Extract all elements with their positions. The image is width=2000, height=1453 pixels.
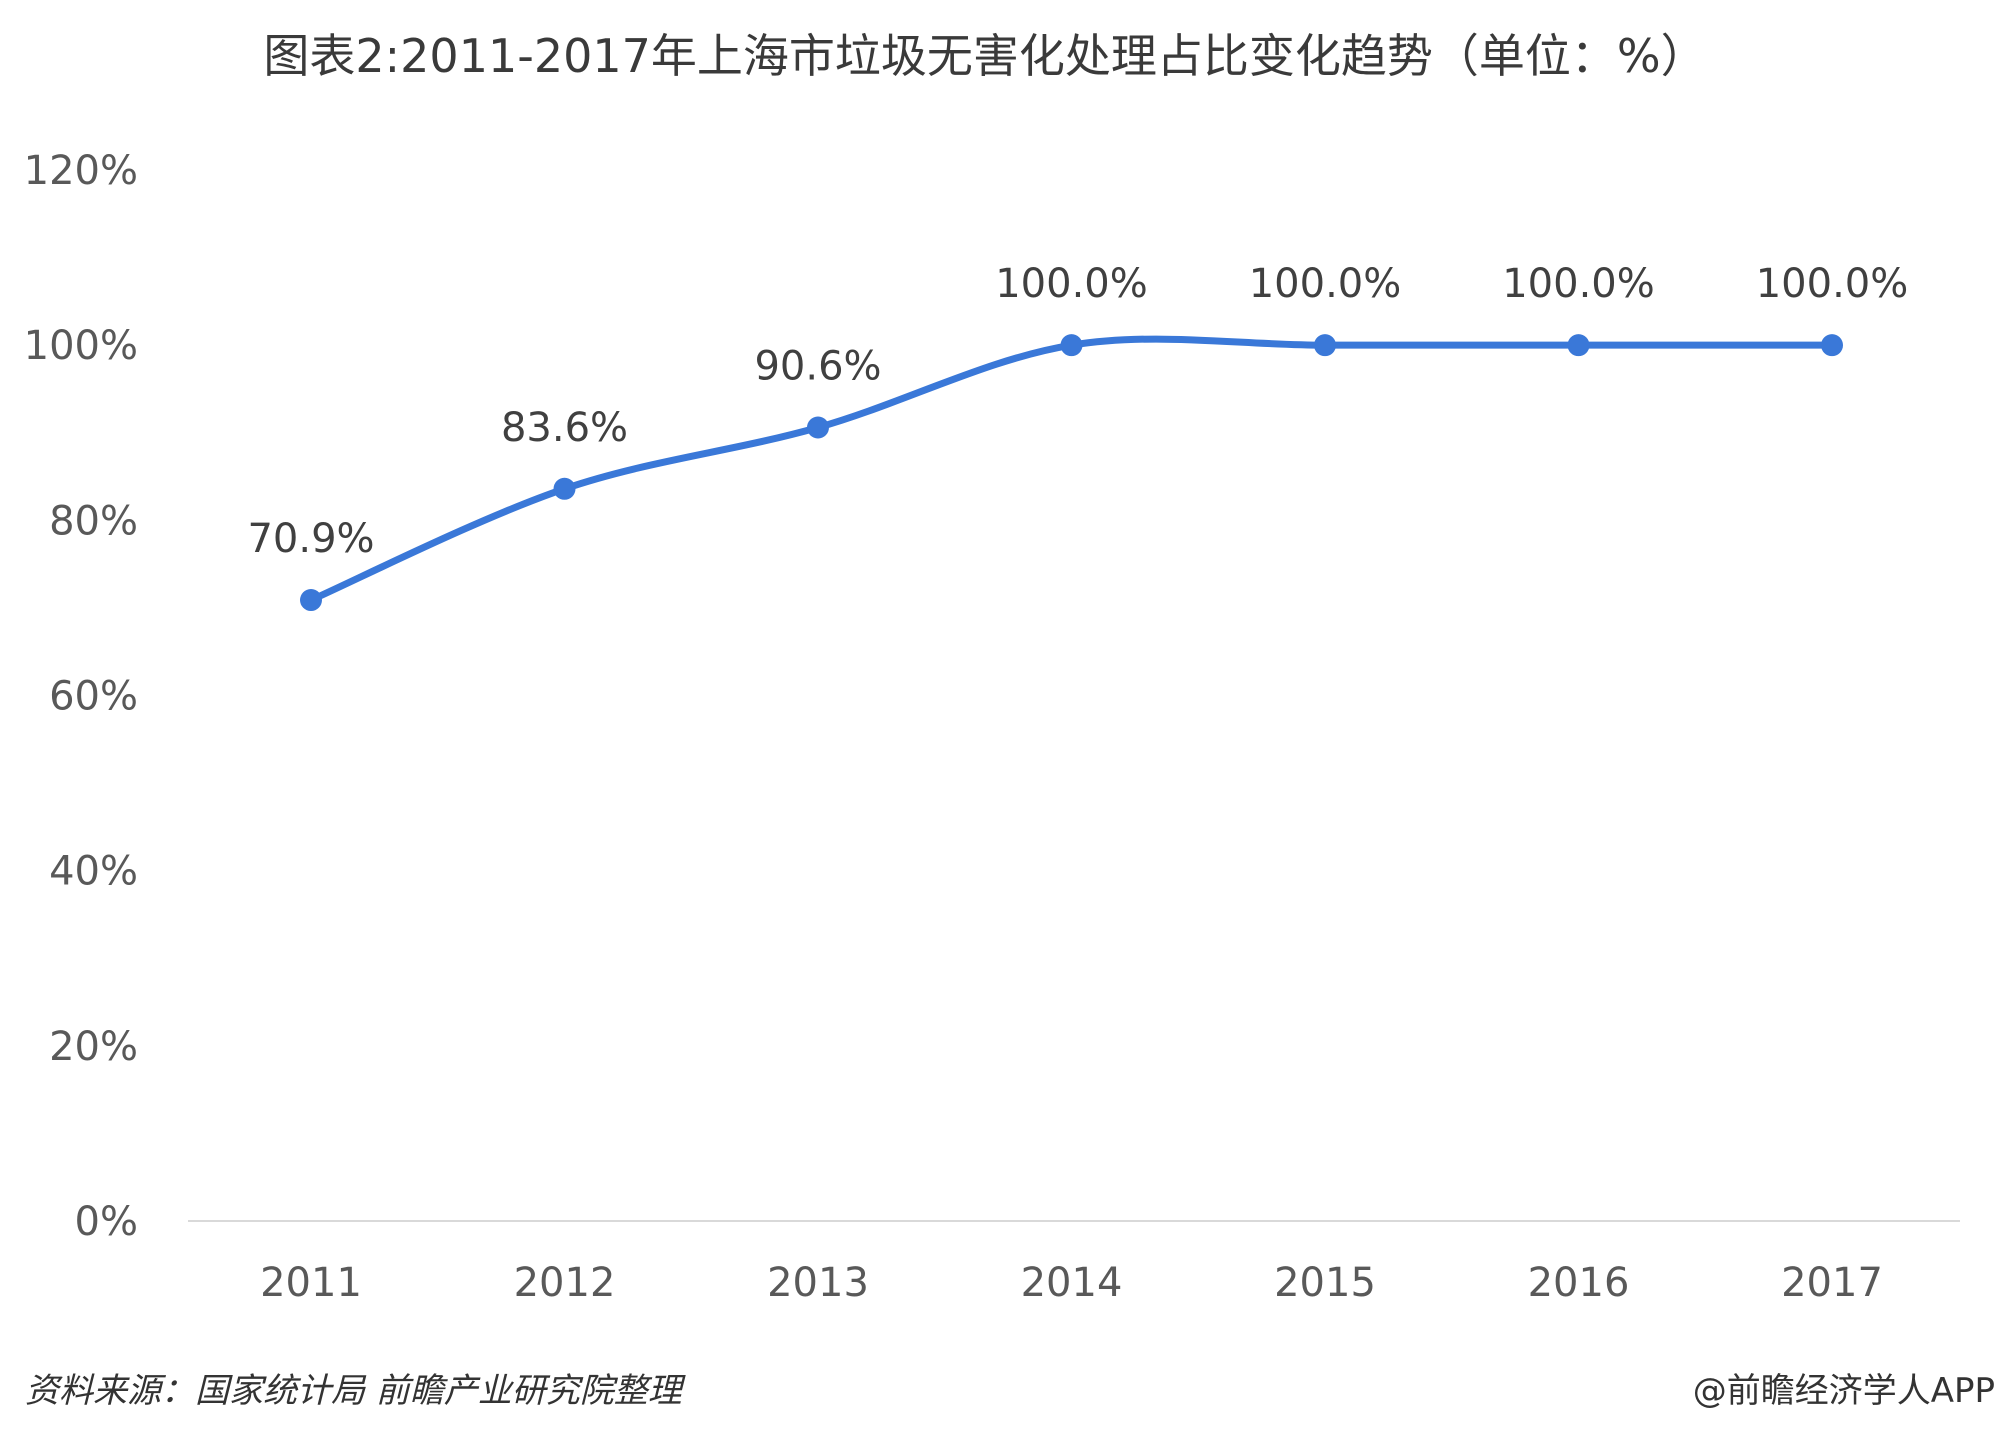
x-tick-label: 2011 (260, 1260, 362, 1306)
y-tick-label: 0% (75, 1199, 138, 1245)
data-label: 90.6% (754, 343, 881, 389)
data-point (1314, 334, 1336, 357)
series-line (307, 335, 1836, 604)
y-tick-label: 60% (49, 674, 138, 720)
y-tick-label: 100% (24, 323, 138, 369)
y-tick-label: 80% (49, 498, 138, 544)
y-tick-label: 120% (24, 148, 138, 194)
x-tick-label: 2012 (514, 1260, 616, 1306)
data-point (1821, 334, 1843, 357)
data-label: 100.0% (1249, 261, 1402, 307)
data-point (1060, 334, 1083, 357)
data-label: 70.9% (247, 516, 374, 562)
y-tick-label: 40% (49, 849, 138, 895)
y-axis-ticks: 0% 20% 40% 60% 80% 100% 120% (24, 148, 138, 1245)
y-tick-label: 20% (49, 1024, 138, 1070)
data-label: 100.0% (1756, 261, 1909, 307)
x-tick-label: 2015 (1274, 1260, 1376, 1306)
x-tick-label: 2014 (1021, 1260, 1123, 1306)
data-label: 100.0% (1502, 261, 1655, 307)
x-axis-ticks: 2011 2012 2013 2014 2015 2016 2017 (260, 1260, 1883, 1306)
source-note: 资料来源：国家统计局 前瞻产业研究院整理 (25, 1371, 686, 1411)
data-point (1567, 334, 1590, 357)
data-label: 83.6% (501, 405, 628, 451)
data-point (300, 589, 322, 612)
data-point (553, 477, 576, 500)
data-point (807, 416, 829, 439)
x-tick-label: 2016 (1528, 1260, 1630, 1306)
chart-title: 图表2:2011-2017年上海市垃圾无害化处理占比变化趋势（单位：%） (263, 29, 1706, 83)
data-label: 100.0% (995, 261, 1148, 307)
x-tick-label: 2017 (1781, 1260, 1883, 1306)
data-labels: 70.9% 83.6% 90.6% 100.0% 100.0% 100.0% 100.0% (247, 261, 1908, 562)
data-points (300, 334, 1843, 612)
credit-note: @前瞻经济学人APP (1693, 1371, 1995, 1411)
x-tick-label: 2013 (767, 1260, 869, 1306)
